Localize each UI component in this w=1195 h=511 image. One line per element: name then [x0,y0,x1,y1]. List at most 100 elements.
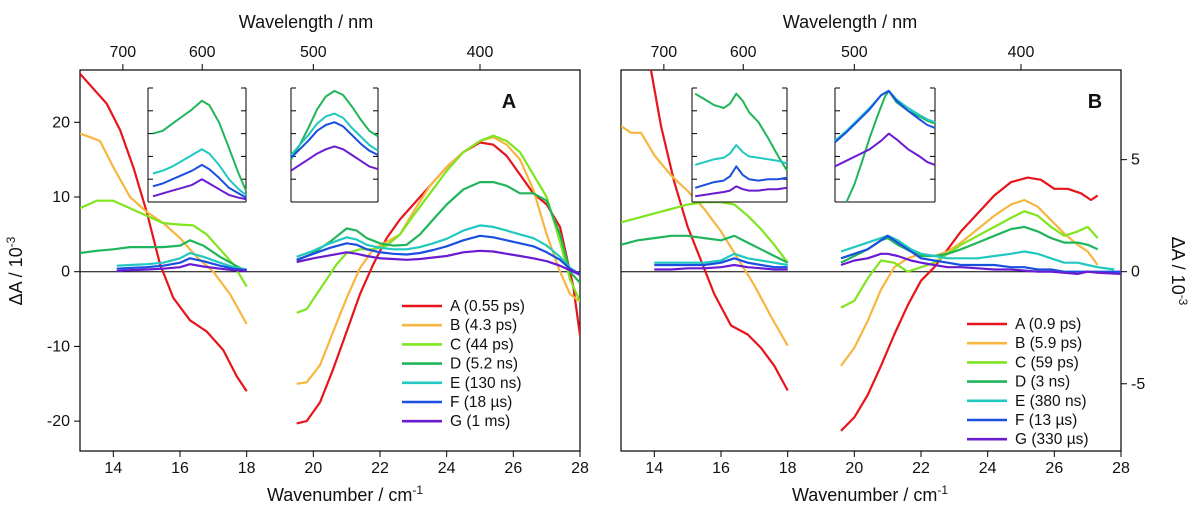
top-tick-label-b: 700 [651,44,678,61]
y-tick-label-a: 0 [61,264,70,281]
series-line-a-f [116,257,247,272]
panel-label-b: B [1088,91,1102,113]
top-tick-label-b: 600 [730,44,757,61]
series-line-a-c [80,199,248,288]
series-line-b-f [840,234,1121,273]
series-line-b-c [621,201,789,264]
y-axis-title-b: ΔA / 10-3 [1168,237,1190,306]
inset-series-line-a [152,148,247,196]
y-axis-title-a: ΔA / 10-3 [4,236,26,305]
inset-series-line-b [694,165,788,189]
series-line-b-a [649,70,789,392]
inset-series-line-a [152,163,247,199]
legend-label-b: D (3 ns) [1015,374,1070,391]
x-tick-label-a: 24 [438,460,456,477]
series-line-a-a [80,72,248,392]
top-tick-label-a: 400 [467,44,494,61]
legend-label-b: G (330 µs) [1015,431,1089,448]
top-tick-label-b: 500 [841,44,868,61]
x-tick-label-a: 14 [104,460,122,477]
x-axis-title-a-main: Wavenumber / cm [267,485,412,505]
panel-a: Wavelength / nm Wavenumber / cm-1 ΔA / 1… [4,12,589,505]
y-axis-title-b-sup: -3 [1176,295,1190,306]
series-line-b-g [840,252,1121,275]
legend-label-a: E (130 ns) [450,375,522,392]
y-tick-label-b: -5 [1131,376,1145,393]
top-tick-label-a: 500 [300,44,327,61]
legend-label-b: A (0.9 ps) [1015,316,1081,333]
x-tick-label-b: 28 [1112,460,1130,477]
x-tick-label-b: 20 [845,460,863,477]
series-line-a-e [296,224,580,277]
series-line-a-d [296,181,580,284]
y-tick-label-a: 10 [52,189,70,206]
legend-label-a: D (5.2 ns) [450,356,518,373]
x-tick-label-a: 22 [371,460,389,477]
plot-frame-b [620,69,1122,452]
series-line-b-d [621,234,789,264]
x-tick-label-b: 26 [1045,460,1063,477]
x-tick-label-a: 16 [171,460,189,477]
y-tick-label-a: 20 [52,114,70,131]
legend-label-b: C (59 ps) [1015,354,1079,371]
legend-label-b: E (380 ns) [1015,393,1087,410]
x-axis-title-b-main: Wavenumber / cm [792,485,937,505]
series-line-b-f [654,257,788,269]
series-line-a-g [296,249,580,276]
series-line-b-a [840,176,1099,432]
x-tick-label-b: 22 [912,460,930,477]
y-axis-title-a-sup: -3 [4,236,18,247]
y-tick-label-a: -10 [47,338,70,355]
series-line-a-g [116,263,247,273]
top-tick-label-a: 600 [189,44,216,61]
series-line-a-b [80,132,248,325]
inset-series-line-b [694,92,788,172]
x-tick-label-b: 24 [979,460,997,477]
x-tick-label-a: 26 [504,460,522,477]
legend-label-b: B (5.9 ps) [1015,335,1082,352]
y-tick-label-a: -20 [47,413,70,430]
x-tick-label-b: 18 [779,460,797,477]
inset-series-line-b [694,144,788,166]
panel-b: Wavelength / nm Wavenumber / cm-1 ΔA / 1… [620,12,1190,505]
series-line-a-c [296,134,580,314]
legend-label-a: B (4.3 ps) [450,317,517,334]
inset-series-line-a [152,178,247,201]
x-tick-label-a: 28 [571,460,589,477]
panel-label-a: A [502,91,516,113]
inset-series-line-b [695,185,788,198]
inset-series-line-b [834,89,936,143]
legend-label-a: F (18 µs) [450,394,512,411]
series-line-b-g [654,263,788,271]
top-axis-title-a: Wavelength / nm [239,12,373,32]
series-line-a-b [296,136,580,385]
top-tick-label-b: 400 [1008,44,1035,61]
series-line-a-f [296,234,580,275]
y-tick-label-b: 5 [1131,152,1140,169]
inset-series-line-a [290,112,379,156]
x-axis-title-b: Wavenumber / cm-1 [792,483,948,505]
y-tick-label-b: 0 [1131,264,1140,281]
top-tick-label-a: 700 [110,44,137,61]
y-axis-title-a-main: ΔA / 10 [6,247,26,305]
inset-series-line-b [845,89,936,203]
inset-series-line-b [834,132,936,168]
x-tick-label-a: 20 [304,460,322,477]
x-axis-title-b-sup: -1 [937,483,948,497]
plot-frame-a [79,69,581,452]
series-line-b-b [840,198,1099,367]
series-line-a-e [116,251,247,271]
x-tick-label-a: 18 [238,460,256,477]
inset-background-b [835,88,935,202]
legend-label-a: C (44 ps) [450,336,514,353]
top-axis-title-b: Wavelength / nm [783,12,917,32]
x-axis-title-a: Wavenumber / cm-1 [267,483,423,505]
inset-series-line-a [290,121,379,159]
inset-series-line-a [290,89,379,160]
legend-label-a: A (0.55 ps) [450,298,525,315]
x-tick-label-b: 16 [712,460,730,477]
y-axis-title-b-main: ΔA / 10 [1168,237,1188,295]
series-line-b-c [840,210,1099,309]
